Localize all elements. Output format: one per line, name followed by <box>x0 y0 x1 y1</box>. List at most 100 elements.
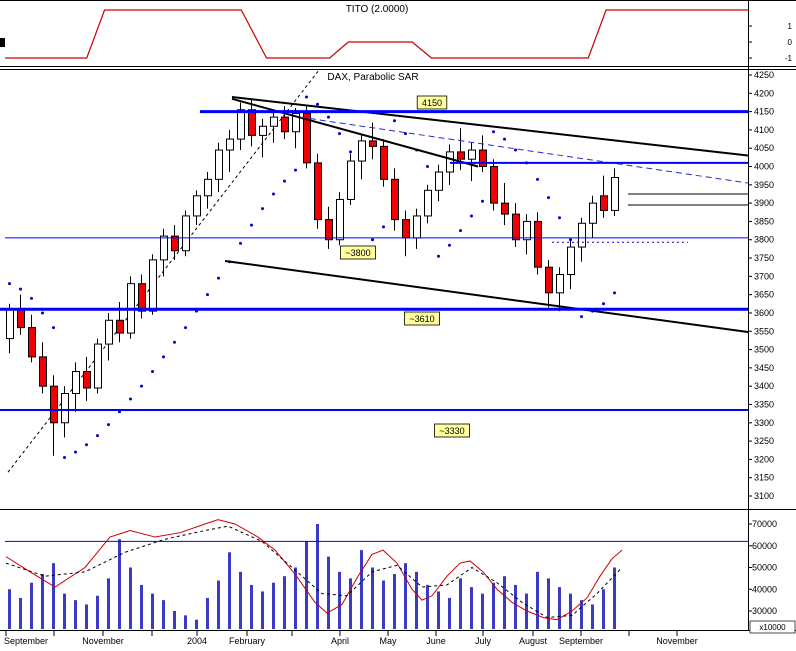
candle <box>270 116 278 127</box>
price-axis-label: 3350 <box>754 399 774 409</box>
trendline[interactable] <box>299 116 748 184</box>
price-annotation-box[interactable] <box>416 95 448 110</box>
axes-layer: 1 0 -1 4250 4200 4150 4100 4050 4000 3950 3900 3850… <box>4 22 796 646</box>
sar-dot <box>96 434 99 438</box>
candle <box>116 319 124 334</box>
volume-axis-label: 30000 <box>752 606 777 616</box>
price-annotation-box[interactable] <box>340 245 376 260</box>
price-annotation-text: ~3610 <box>409 314 434 324</box>
candle <box>336 198 344 241</box>
volume-bar <box>591 604 594 629</box>
volume-bar <box>371 567 374 629</box>
month-label: 2004 <box>187 636 207 646</box>
candle <box>424 189 432 217</box>
candle <box>512 213 520 241</box>
volume-bar <box>437 591 440 629</box>
sar-dot <box>613 291 616 295</box>
volume-bar <box>217 580 220 629</box>
sar-dot <box>239 241 242 245</box>
price-axis-label: 3500 <box>754 345 774 355</box>
candle <box>303 112 311 164</box>
sar-dot <box>250 223 253 227</box>
volume-bar <box>206 597 209 629</box>
volume-bar <box>250 584 253 629</box>
volume-bar <box>228 552 231 629</box>
volume-bar <box>338 571 341 629</box>
candle <box>281 116 289 133</box>
sar-dot <box>382 225 385 229</box>
sar-dot <box>173 340 176 344</box>
volume-axis-label: 50000 <box>752 563 777 573</box>
price-annotation-box[interactable] <box>404 311 440 326</box>
candle <box>61 392 69 424</box>
line-end-handle <box>0 38 5 47</box>
price-annotation-text: ~3800 <box>345 248 370 258</box>
volume-bar <box>283 576 286 629</box>
volume-bar <box>536 571 539 629</box>
candle <box>292 112 300 133</box>
volume-bar <box>382 580 385 629</box>
candle <box>534 220 542 268</box>
month-label: November <box>82 636 124 646</box>
volume-bar <box>613 567 616 629</box>
candle <box>457 151 465 160</box>
volume-bar <box>52 563 55 629</box>
volume-bar <box>404 563 407 629</box>
candle <box>358 140 366 162</box>
price-axis-label: 3650 <box>754 290 774 300</box>
sar-dot <box>206 293 209 297</box>
volume-pane <box>5 519 748 629</box>
main-price-pane: 4150 ~3800 ~3610 ~3330 <box>0 71 748 473</box>
sar-dot <box>481 199 484 203</box>
sar-dot <box>514 148 517 152</box>
price-axis-label: 3400 <box>754 381 774 391</box>
trendline[interactable] <box>224 259 748 333</box>
price-axis-label: 4200 <box>754 88 774 98</box>
sar-dot <box>580 315 583 319</box>
volume-unit-box <box>749 620 796 634</box>
sar-dot <box>107 423 110 427</box>
volume-bar <box>547 578 550 629</box>
price-axis-label: 3250 <box>754 436 774 446</box>
sar-dot <box>338 132 341 136</box>
tito-pane-title: TITO (2.0000) <box>346 4 409 15</box>
candle <box>567 246 575 276</box>
candle <box>94 343 102 389</box>
volume-axis-label: 40000 <box>752 584 777 594</box>
volume-bar <box>140 584 143 629</box>
trendline[interactable] <box>231 95 748 157</box>
price-axis-label: 3700 <box>754 271 774 281</box>
volume-bar <box>8 589 11 629</box>
volume-ma-dashed <box>5 525 623 619</box>
sar-dot <box>558 216 561 220</box>
trendline[interactable] <box>231 97 479 168</box>
volume-bar <box>30 582 33 629</box>
volume-axis-label: 70000 <box>752 519 777 529</box>
month-label: June <box>426 636 446 646</box>
main-pane-title: DAX, Parabolic SAR <box>327 72 418 83</box>
sar-dot <box>52 326 55 330</box>
candle <box>17 308 25 329</box>
sar-dot <box>8 282 11 286</box>
price-axis-label: 3150 <box>754 473 774 483</box>
volume-bar <box>151 593 154 629</box>
volume-bar <box>492 582 495 629</box>
volume-bar <box>481 593 484 629</box>
volume-bar <box>96 595 99 629</box>
sar-dot <box>547 196 550 200</box>
candle <box>468 149 476 160</box>
candle <box>259 125 267 136</box>
volume-bar <box>393 574 396 629</box>
volume-bar <box>162 600 165 629</box>
candle <box>589 202 597 224</box>
tito-indicator-pane <box>5 9 748 59</box>
price-annotation-box[interactable] <box>434 423 470 438</box>
candle <box>556 274 564 294</box>
volume-bar <box>173 611 176 629</box>
sar-dot <box>41 311 44 315</box>
volume-bar <box>580 600 583 629</box>
candle <box>105 319 113 345</box>
candle <box>193 195 201 217</box>
